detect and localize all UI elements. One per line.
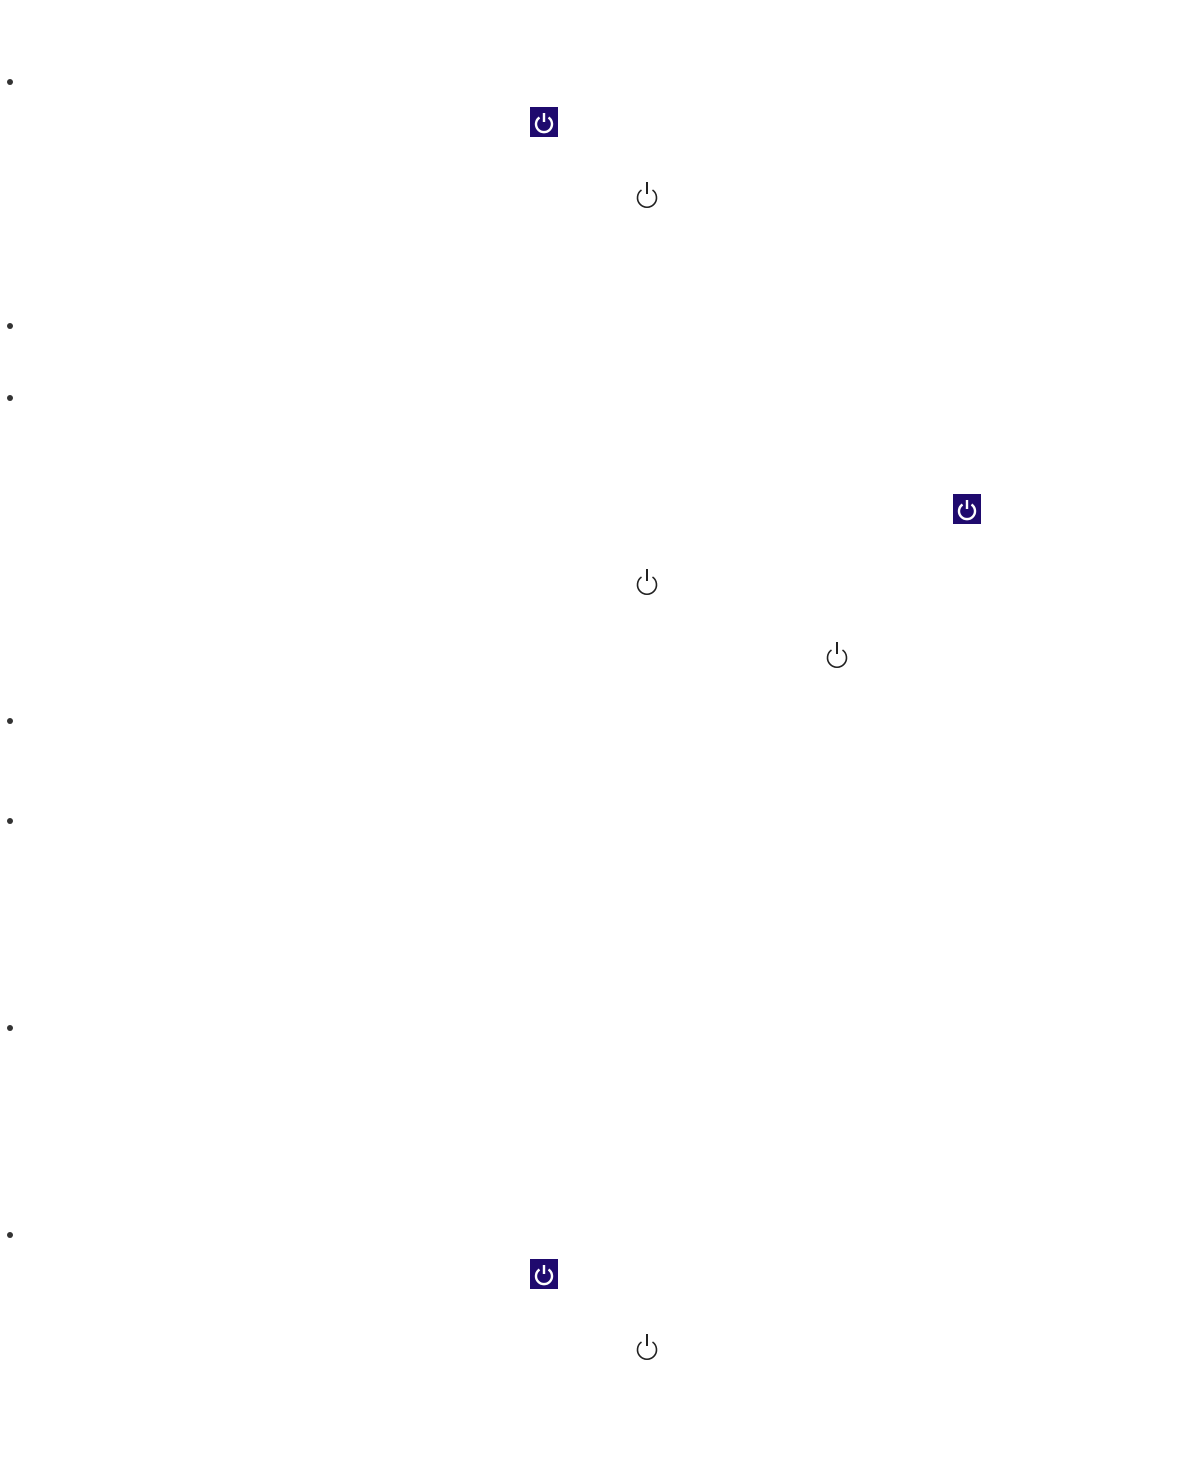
power-button-filled-icon [530,1259,558,1289]
list-bullet [7,79,13,85]
power-button-filled-icon [953,494,981,524]
power-button-outline-icon [633,566,661,596]
list-bullet [7,818,13,824]
list-bullet [7,1025,13,1031]
power-button-outline-icon [633,179,661,209]
power-button-outline-icon [823,639,851,669]
list-bullet [7,1232,13,1238]
power-button-filled-icon [530,107,558,137]
list-bullet [7,395,13,401]
power-button-outline-icon [633,1331,661,1361]
list-bullet [7,323,13,329]
list-bullet [7,718,13,724]
